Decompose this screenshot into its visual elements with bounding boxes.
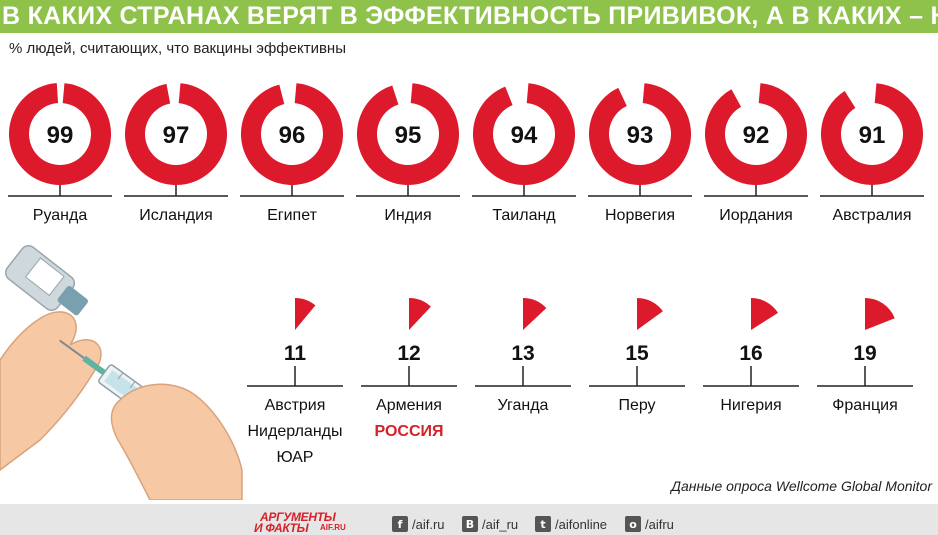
donut-slice [821, 83, 924, 186]
footer: АРГУМЕНТЫ И ФАКТЫ AIF.RU f /aif.ru B /ai… [0, 504, 938, 535]
country-label: Армения [376, 397, 442, 414]
donut-item: 94 Таиланд [472, 83, 576, 224]
donut-item: 92 Иордания [704, 83, 808, 224]
social-link-odnoklassniki[interactable]: o /aifru [625, 514, 674, 534]
twitter-icon: t [535, 516, 551, 532]
country-label: Франция [832, 397, 898, 414]
donut-item: 96 Египет [240, 83, 344, 224]
donut-slice [472, 83, 575, 185]
social-link-vk[interactable]: B /aif_ru [462, 514, 518, 534]
donut-slice [241, 83, 343, 185]
country-label: Индия [384, 207, 431, 224]
donut-item: 99 Руанда [8, 83, 112, 224]
country-label: Уганда [498, 397, 549, 414]
donut-item: 95 Индия [356, 83, 460, 224]
social-label: /aif.ru [412, 516, 445, 532]
social-label: /aif_ru [482, 516, 519, 532]
donut-slice [356, 83, 459, 185]
odnoklassniki-icon: o [625, 516, 641, 532]
source-note: Данные опроса Wellcome Global Monitor [671, 478, 932, 494]
country-label-highlight: РОССИЯ [374, 423, 443, 440]
donut-item: 91 Австралия [820, 83, 924, 224]
chart-title: В КАКИХ СТРАНАХ ВЕРЯТ В ЭФФЕКТИВНОСТЬ ПР… [2, 2, 938, 30]
social-link-facebook[interactable]: f /aif.ru [392, 514, 445, 534]
wedge-slice [751, 298, 779, 330]
wedge-slice [637, 298, 663, 330]
wedge-slice [409, 298, 431, 330]
country-label: Норвегия [605, 207, 675, 224]
data-label: 94 [511, 122, 538, 149]
country-label: Австралия [832, 207, 911, 224]
country-label: Австрия [265, 397, 326, 414]
social-label: /aifru [645, 516, 674, 532]
wedge-item: 13 Уганда [475, 298, 571, 414]
data-label: 97 [163, 122, 190, 149]
wedge-item: 11 Австрия Нидерланды ЮАР [247, 298, 343, 466]
wedge-item: 19 Франция [817, 298, 913, 414]
country-label: Руанда [33, 207, 88, 224]
title-bar: В КАКИХ СТРАНАХ ВЕРЯТ В ЭФФЕКТИВНОСТЬ ПР… [0, 0, 938, 33]
data-label: 12 [397, 342, 420, 365]
donut-slice [9, 83, 112, 185]
country-label: Перу [618, 397, 655, 414]
data-label: 91 [859, 122, 886, 149]
data-label: 95 [395, 122, 422, 149]
country-label: Нигерия [720, 397, 781, 414]
chart-area: 99 Руанда 97 Исландия 96 Египет 95 Индия 94 Таила… [0, 83, 924, 500]
data-label: 13 [511, 342, 534, 365]
donut-slice [589, 83, 691, 186]
vk-icon: B [462, 516, 478, 532]
wedge-slice [865, 298, 895, 330]
wedge-slice [295, 298, 316, 330]
data-label: 92 [743, 122, 770, 149]
wedge-slice [523, 298, 547, 330]
data-label: 15 [625, 342, 649, 365]
country-label: Таиланд [492, 207, 556, 224]
aif-logo: АРГУМЕНТЫ И ФАКТЫ AIF.RU [254, 510, 346, 535]
data-label: 16 [739, 342, 762, 365]
wedge-item: 16 Нигерия [703, 298, 799, 414]
data-label: 19 [853, 342, 876, 365]
data-label: 11 [284, 342, 307, 365]
donut-item: 93 Норвегия [588, 83, 692, 224]
wedge-item: 12 Армения РОССИЯ [361, 298, 457, 440]
chart-subtitle: % людей, считающих, что вакцины эффектив… [9, 40, 346, 57]
donut-slice [125, 83, 228, 185]
country-label: Исландия [139, 207, 213, 224]
country-label: Иордания [719, 207, 793, 224]
social-link-twitter[interactable]: t /aifonline [535, 514, 607, 534]
facebook-icon: f [392, 516, 408, 532]
country-label: Нидерланды [248, 423, 343, 440]
donut-item: 97 Исландия [124, 83, 228, 224]
country-label: ЮАР [277, 449, 314, 466]
wedge-item: 15 Перу [589, 298, 685, 414]
syringe-hand-illustration [0, 245, 243, 500]
social-label: /aifonline [555, 516, 608, 532]
data-label: 93 [627, 122, 654, 149]
country-label: Египет [267, 207, 317, 224]
data-label: 99 [47, 122, 74, 149]
donut-slice [705, 83, 807, 185]
data-label: 96 [279, 122, 306, 149]
